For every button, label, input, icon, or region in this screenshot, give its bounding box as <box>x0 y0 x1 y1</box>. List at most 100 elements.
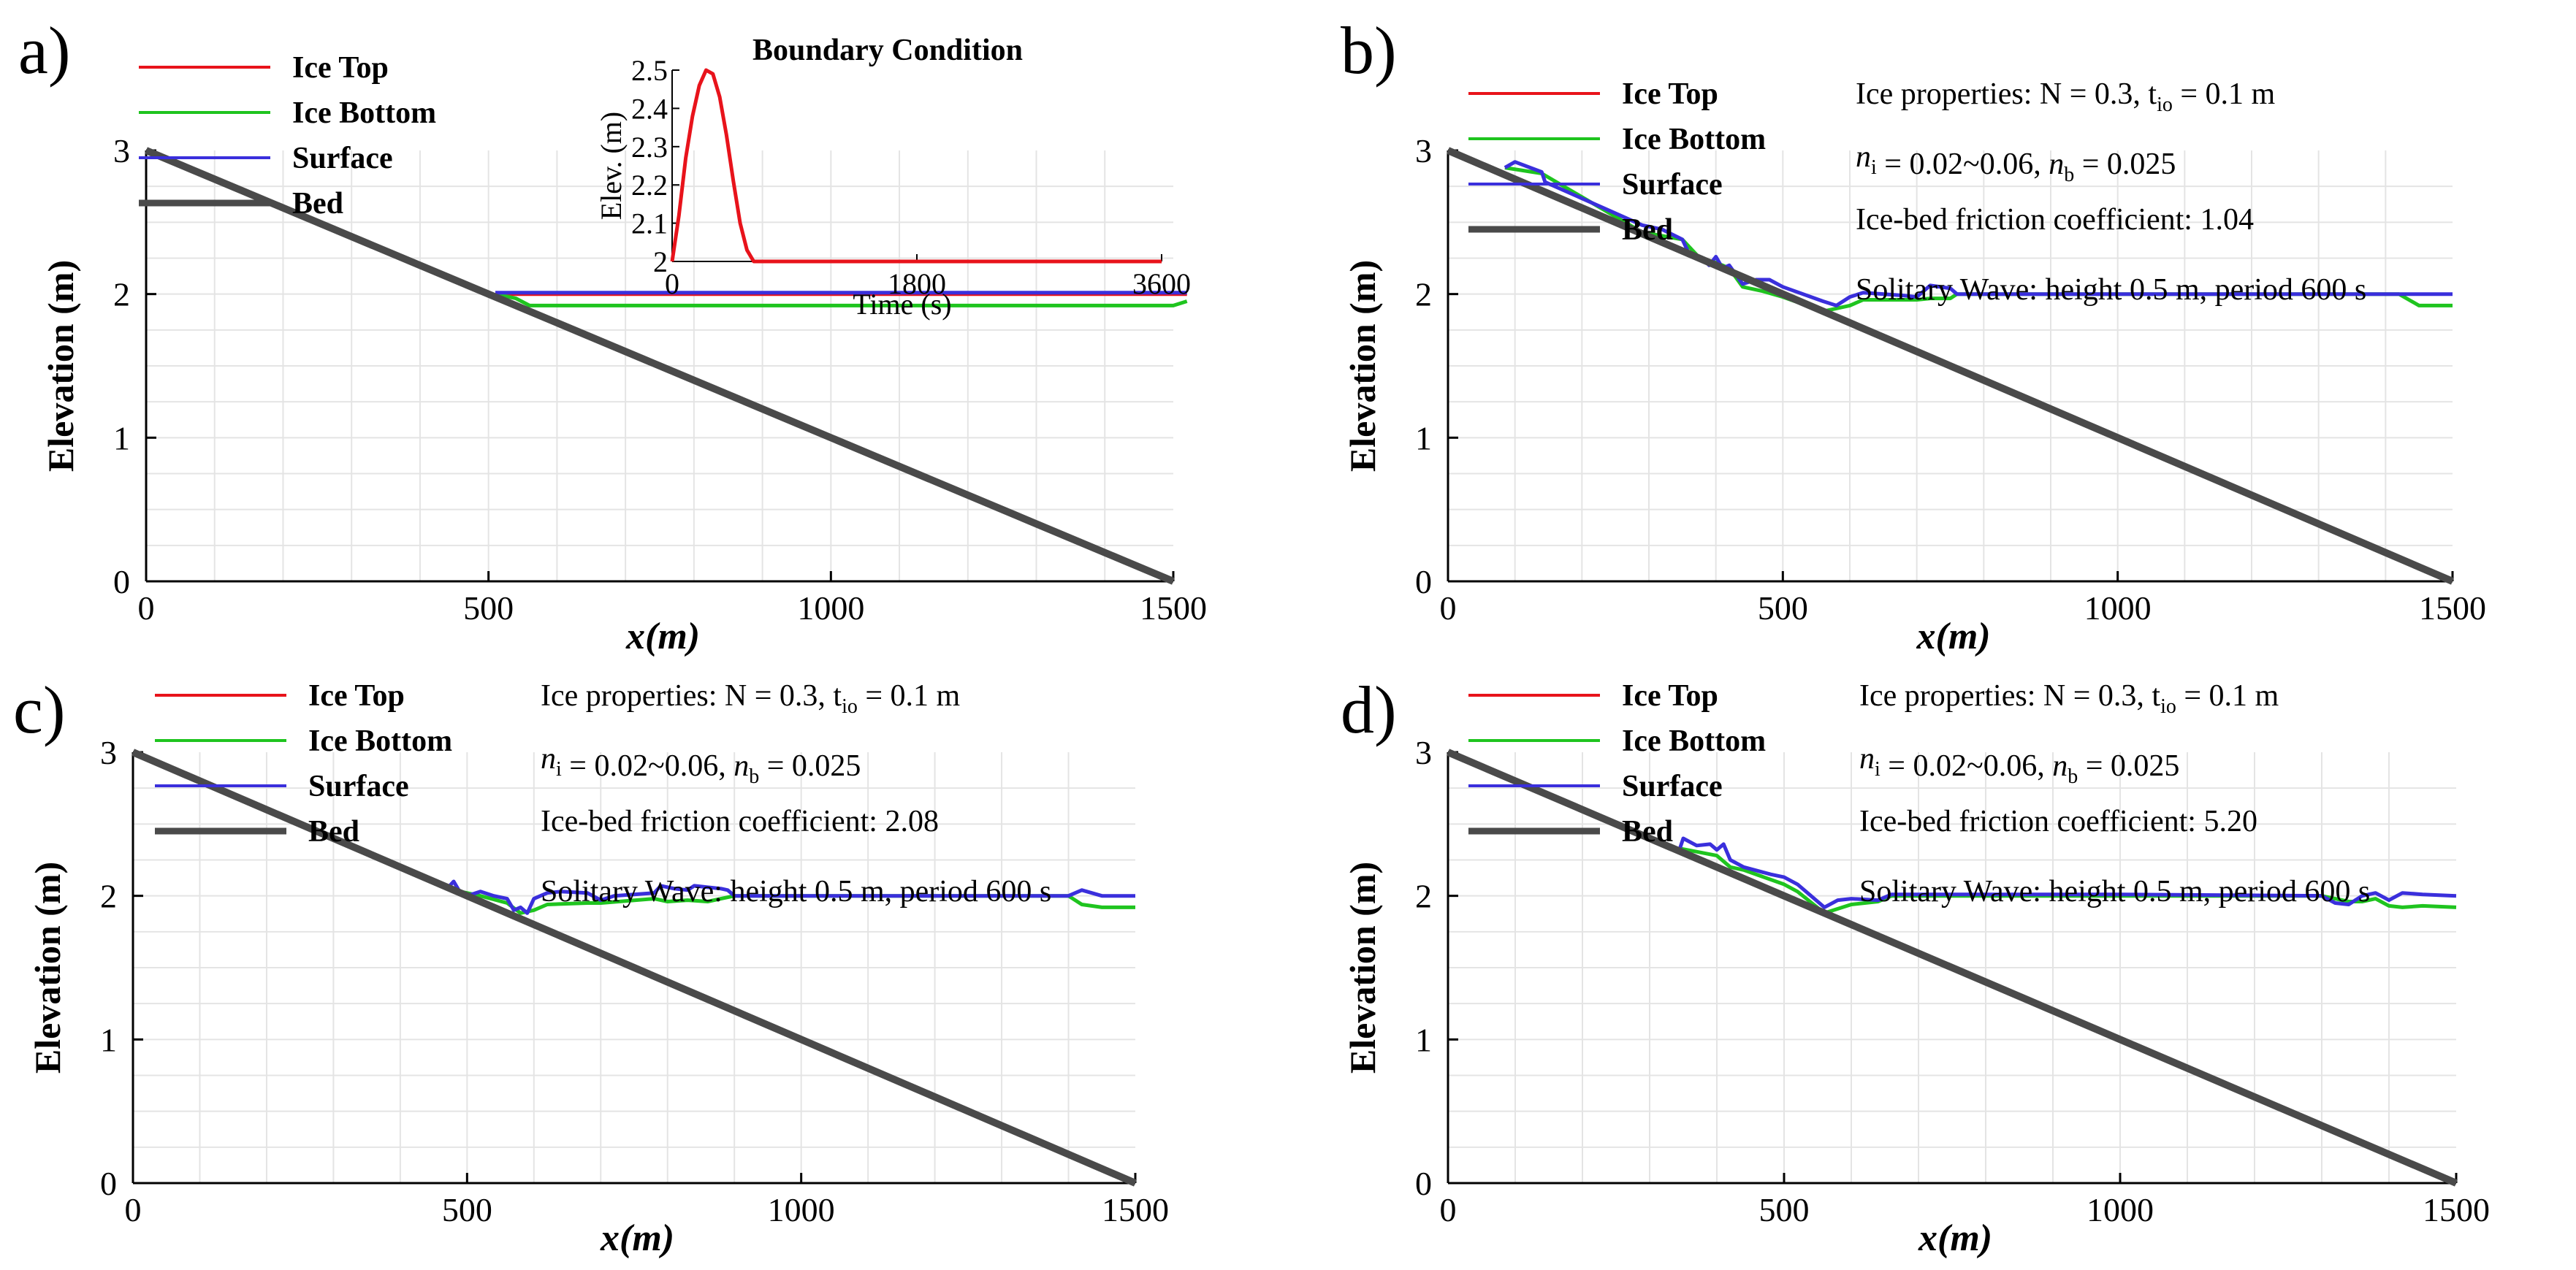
annotation-segment: Solitary Wave: height 0.5 m, period 600 … <box>1856 273 2366 307</box>
x-tick-label: 500 <box>463 589 514 627</box>
y-tick-label: 0 <box>100 1165 117 1202</box>
inset-chart: Boundary Condition 2 2.1 2.2 2.3 2.4 2.5 0 1800 3… <box>595 34 1191 321</box>
y-tick-label: 2 <box>100 878 117 915</box>
annotation-segment: Ice properties: N = 0.3, t <box>541 679 842 713</box>
y-axis-label: Elevation (m) <box>27 862 68 1074</box>
legend-label-ice-top: Ice Top <box>1622 77 1718 111</box>
italic-n: n <box>2052 749 2068 783</box>
annotation-line-0: Ice properties: N = 0.3, tio = 0.1 m <box>1856 77 2276 116</box>
legend-label-surface: Surface <box>1622 770 1723 803</box>
annotation-segment: = 0.02~0.06, <box>562 749 733 783</box>
annotation-segment: = 0.1 m <box>858 679 961 713</box>
legend-label-ice-top: Ice Top <box>1622 679 1718 713</box>
legend: Ice Top Ice Bottom Surface Bed <box>1468 77 1766 247</box>
y-tick-label: 0 <box>1415 1165 1432 1202</box>
y-axis-label: Elevation (m) <box>40 260 81 472</box>
y-tick-label: 3 <box>1415 132 1432 169</box>
annotation-line-3: Solitary Wave: height 0.5 m, period 600 … <box>1859 875 2370 908</box>
panel-letter: a) <box>18 13 70 88</box>
series-bed <box>132 749 1137 1187</box>
legend-label-ice-bottom: Ice Bottom <box>1622 123 1766 156</box>
legend: Ice Top Ice Bottom Surface Bed <box>139 51 436 221</box>
panel-d: d) 0 500 1000 1500 0 1 2 3 x (m) Elevation (m) Ice … <box>1341 673 2490 1259</box>
annotation-line-1: ni = 0.02~0.06, nb = 0.025 <box>541 742 861 788</box>
y-tick-label: 1 <box>1415 419 1432 456</box>
legend-label-surface: Surface <box>308 770 409 803</box>
x-tick-label: 0 <box>125 1191 142 1228</box>
x-tick-label: 1500 <box>2423 1191 2490 1228</box>
annotation-segment: Ice properties: N = 0.3, t <box>1856 77 2157 111</box>
y-tick-label: 0 <box>1415 563 1432 600</box>
legend-label-surface: Surface <box>1622 168 1723 202</box>
italic-n: n <box>2049 148 2064 181</box>
panel-a: a) 0 500 1000 1500 0 1 2 3 x (m) Elevation (m) Ice … <box>18 13 1207 657</box>
inset-y-tick-label: 2.3 <box>631 131 668 164</box>
y-tick-label: 3 <box>1415 734 1432 771</box>
x-tick-label: 500 <box>442 1191 492 1228</box>
annotation-line-2: Ice-bed friction coefficient: 2.08 <box>541 805 939 838</box>
legend-label-ice-top: Ice Top <box>308 679 405 713</box>
legend-label-ice-bottom: Ice Bottom <box>292 96 436 130</box>
annotation-line-1: ni = 0.02~0.06, nb = 0.025 <box>1856 140 2176 186</box>
grid <box>1448 752 2456 1183</box>
y-tick-label: 2 <box>1415 276 1432 313</box>
inset-title: Boundary Condition <box>752 34 1023 67</box>
series-surface <box>1504 160 2453 307</box>
inset-y-label: Elev. (m) <box>595 112 628 220</box>
inset-y-tick-label: 2.5 <box>631 54 668 87</box>
subscript: io <box>842 695 858 718</box>
x-axis-label-unit: (m) <box>645 616 700 657</box>
x-tick-label: 1500 <box>1140 589 1207 627</box>
y-tick-label: 2 <box>1415 878 1432 915</box>
y-tick-label: 0 <box>113 563 130 600</box>
subscript: b <box>2068 765 2078 788</box>
inset-x-tick-label: 1800 <box>888 267 946 300</box>
inset-x-label: Time (s) <box>853 288 951 321</box>
series-ice-bottom <box>495 292 1188 307</box>
x-axis-label: x <box>1918 1217 1937 1259</box>
legend-label-ice-top: Ice Top <box>292 51 389 85</box>
inset-x-tick-label: 3600 <box>1132 267 1191 300</box>
x-axis-label: x <box>600 1217 620 1259</box>
inset-y-tick-label: 2 <box>653 245 668 278</box>
annotation-line-3: Solitary Wave: height 0.5 m, period 600 … <box>541 875 1051 908</box>
italic-n: n <box>541 742 556 776</box>
annotation-line-0: Ice properties: N = 0.3, tio = 0.1 m <box>541 679 961 718</box>
x-tick-label: 500 <box>1758 589 1808 627</box>
annotation-segment: Ice-bed friction coefficient: 5.20 <box>1859 805 2257 838</box>
series-bed <box>145 147 1175 585</box>
series-ice-bottom <box>446 887 1135 915</box>
annotation-line-2: Ice-bed friction coefficient: 5.20 <box>1859 805 2257 838</box>
subscript: b <box>749 765 759 788</box>
legend-label-bed: Bed <box>292 187 343 221</box>
series-bed <box>1447 147 2454 585</box>
series-surface <box>446 879 1135 915</box>
legend: Ice Top Ice Bottom Surface Bed <box>155 679 452 849</box>
italic-n: n <box>733 749 749 783</box>
legend-label-bed: Bed <box>308 815 359 849</box>
x-tick-label: 1000 <box>2084 589 2152 627</box>
x-tick-label: 1500 <box>2419 589 2486 627</box>
y-tick-label: 1 <box>113 419 130 456</box>
series-bed <box>1447 749 2458 1187</box>
annotation-line-1: ni = 0.02~0.06, nb = 0.025 <box>1859 742 2179 788</box>
legend-label-bed: Bed <box>1622 213 1673 247</box>
inset-y-tick-label: 2.1 <box>631 207 668 240</box>
y-tick-label: 1 <box>1415 1021 1432 1058</box>
annotation-segment: Solitary Wave: height 0.5 m, period 600 … <box>541 875 1051 908</box>
legend-label-ice-bottom: Ice Bottom <box>308 724 452 758</box>
x-axis-label: x <box>1916 616 1936 657</box>
panel-letter: d) <box>1341 673 1397 747</box>
inset-y-tick-label: 2.2 <box>631 169 668 202</box>
subscript: io <box>2157 93 2173 116</box>
legend-label-surface: Surface <box>292 142 393 175</box>
panel-c: c) 0 500 1000 1500 0 1 2 3 x (m) Elevation (m) Ice … <box>13 673 1169 1259</box>
x-tick-label: 1000 <box>797 589 864 627</box>
y-tick-label: 1 <box>100 1021 117 1058</box>
subscript: io <box>2160 695 2176 718</box>
italic-n: n <box>1859 742 1875 776</box>
x-tick-label: 1000 <box>768 1191 835 1228</box>
annotation-segment: = 0.02~0.06, <box>1877 148 2049 181</box>
series-surface <box>1678 836 2457 909</box>
